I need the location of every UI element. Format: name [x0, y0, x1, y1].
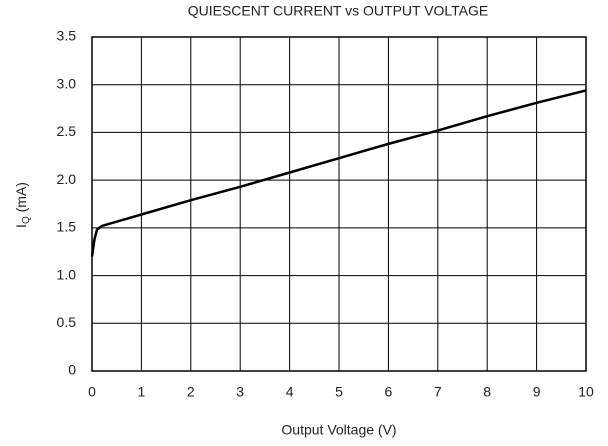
- x-tick-label: 4: [286, 384, 294, 400]
- x-tick-label: 1: [138, 384, 146, 400]
- x-tick-label: 8: [483, 384, 491, 400]
- y-tick-label: 0.5: [57, 314, 77, 330]
- y-tick-label: 3.5: [57, 28, 77, 44]
- plot-frame: [91, 36, 587, 372]
- x-tick-label: 3: [236, 384, 244, 400]
- x-tick-label: 5: [335, 384, 343, 400]
- x-tick-label: 0: [88, 384, 96, 400]
- y-label-main: I: [13, 224, 29, 228]
- y-tick-label: 3.0: [57, 75, 77, 91]
- y-tick-label: 1.0: [57, 266, 77, 282]
- x-tick-label: 10: [578, 384, 594, 400]
- x-axis-label: Output Voltage (V): [281, 422, 396, 438]
- y-label-unit: (mA): [13, 182, 29, 216]
- y-tick-label: 0: [68, 362, 76, 378]
- y-tick-label: 2.0: [57, 171, 77, 187]
- y-label-sub: Q: [21, 216, 32, 224]
- chart-title: QUIESCENT CURRENT vs OUTPUT VOLTAGE: [188, 3, 489, 19]
- x-tick-label: 6: [385, 384, 393, 400]
- x-tick-label: 2: [187, 384, 195, 400]
- x-tick-label: 9: [533, 384, 541, 400]
- y-axis-label: IQ (mA): [13, 182, 32, 228]
- y-tick-label: 1.5: [57, 219, 77, 235]
- data-line: [90, 89, 587, 257]
- y-tick-label: 2.5: [57, 123, 77, 139]
- x-tick-label: 7: [434, 384, 442, 400]
